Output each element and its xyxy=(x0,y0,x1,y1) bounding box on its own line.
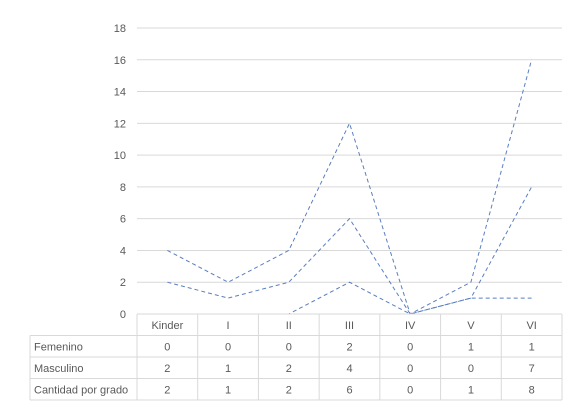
x-tick-label: II xyxy=(286,320,292,332)
x-tick-label: III xyxy=(345,320,354,332)
data-label: 2 xyxy=(286,384,292,396)
x-tick-label: I xyxy=(227,320,230,332)
x-tick-label: Kinder xyxy=(151,320,183,332)
series-line-2 xyxy=(167,59,533,315)
data-label: 8 xyxy=(529,384,535,396)
data-label: 1 xyxy=(468,341,474,353)
data-label: 0 xyxy=(225,341,231,353)
x-tick-label: IV xyxy=(405,320,416,332)
y-tick-label: 2 xyxy=(120,277,126,289)
y-tick-label: 10 xyxy=(114,150,126,162)
data-label: 6 xyxy=(346,384,352,396)
y-tick-label: 18 xyxy=(114,23,126,35)
data-label: 0 xyxy=(407,341,413,353)
data-label: 4 xyxy=(346,363,352,375)
x-tick-label: V xyxy=(467,320,475,332)
data-label: 7 xyxy=(529,363,535,375)
y-tick-label: 16 xyxy=(114,55,126,67)
y-tick-label: 0 xyxy=(120,309,126,321)
data-label: 1 xyxy=(529,341,535,353)
grid xyxy=(137,27,562,315)
data-label: 2 xyxy=(346,341,352,353)
data-label: 1 xyxy=(225,363,231,375)
data-label: 2 xyxy=(164,384,170,396)
data-label: 1 xyxy=(225,384,231,396)
legend-entry: Cantidad por grado xyxy=(34,384,128,396)
series-line-1 xyxy=(167,186,533,315)
data-label: 2 xyxy=(286,363,292,375)
data-label: 0 xyxy=(407,384,413,396)
data-label: 2 xyxy=(164,363,170,375)
legend-entry: Masculino xyxy=(34,363,84,375)
series-line-0 xyxy=(167,281,532,315)
y-tick-label: 4 xyxy=(120,245,126,257)
y-tick-label: 6 xyxy=(120,214,126,226)
series-lines xyxy=(167,59,533,315)
data-label: 0 xyxy=(286,341,292,353)
y-tick-label: 8 xyxy=(120,182,126,194)
data-label: 1 xyxy=(468,384,474,396)
data-label: 0 xyxy=(468,363,474,375)
legend-entry: Femenino xyxy=(34,341,83,353)
data-label: 0 xyxy=(164,341,170,353)
y-axis-ticks: 0 2 4 6 8 10 12 14 16 18 xyxy=(114,23,126,321)
data-label: 0 xyxy=(407,363,413,375)
y-tick-label: 14 xyxy=(114,87,126,99)
y-tick-label: 12 xyxy=(114,118,126,130)
x-tick-label: VI xyxy=(526,320,536,332)
